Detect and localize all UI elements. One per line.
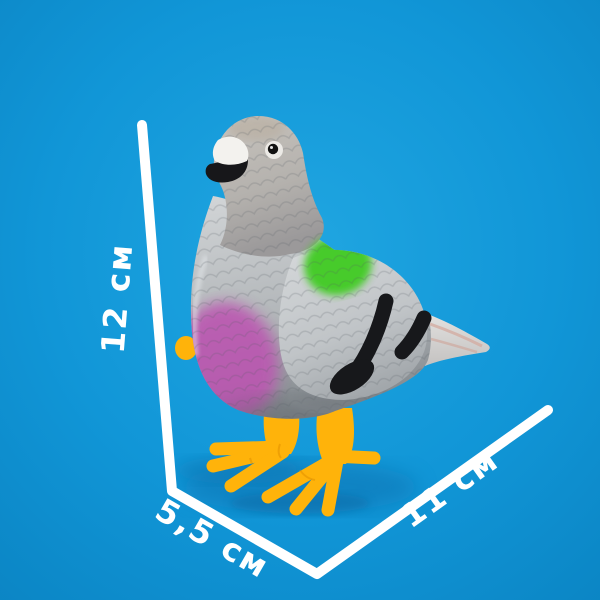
dimension-lines [137, 120, 553, 579]
pigeon-tail [418, 312, 490, 366]
pigeon-eye [265, 141, 283, 159]
height-label: 12 см [94, 241, 141, 354]
windup-key [175, 336, 197, 360]
pigeon-cere [212, 136, 249, 165]
pigeon-leg-right [316, 408, 354, 464]
wing-bars [329, 293, 432, 395]
